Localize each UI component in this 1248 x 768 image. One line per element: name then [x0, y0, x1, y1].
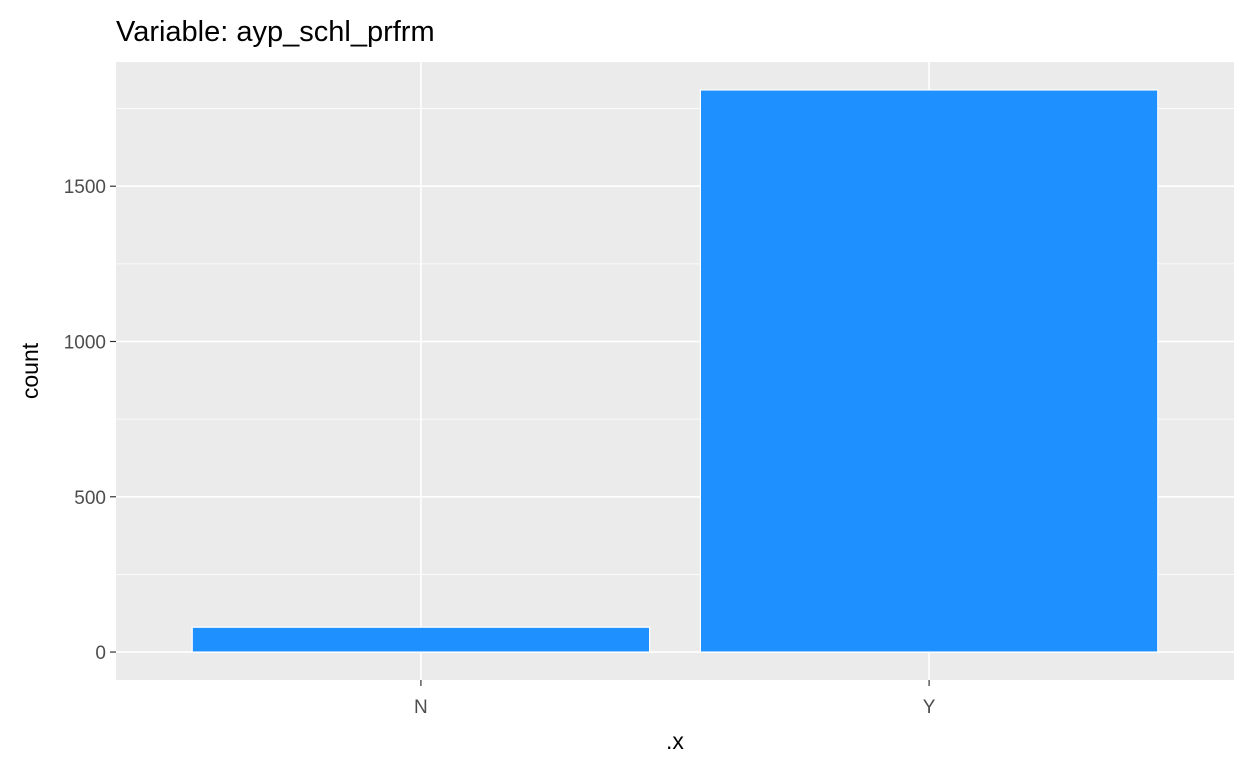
- chart-title: Variable: ayp_schl_prfrm: [116, 16, 435, 48]
- y-tick-label: 500: [74, 488, 106, 509]
- y-tick-label: 1000: [64, 332, 106, 353]
- bars: [191, 89, 1159, 653]
- x-tick-label: N: [414, 697, 428, 718]
- y-axis: 0 500 1000 1500: [64, 177, 116, 664]
- bar-N: [191, 626, 651, 653]
- y-tick-label: 1500: [64, 177, 106, 198]
- y-axis-title: count: [17, 342, 43, 399]
- y-tick-label: 0: [95, 643, 106, 664]
- bar-Y: [699, 89, 1159, 653]
- x-tick-label: Y: [923, 697, 936, 718]
- x-axis-title: .x: [666, 728, 684, 754]
